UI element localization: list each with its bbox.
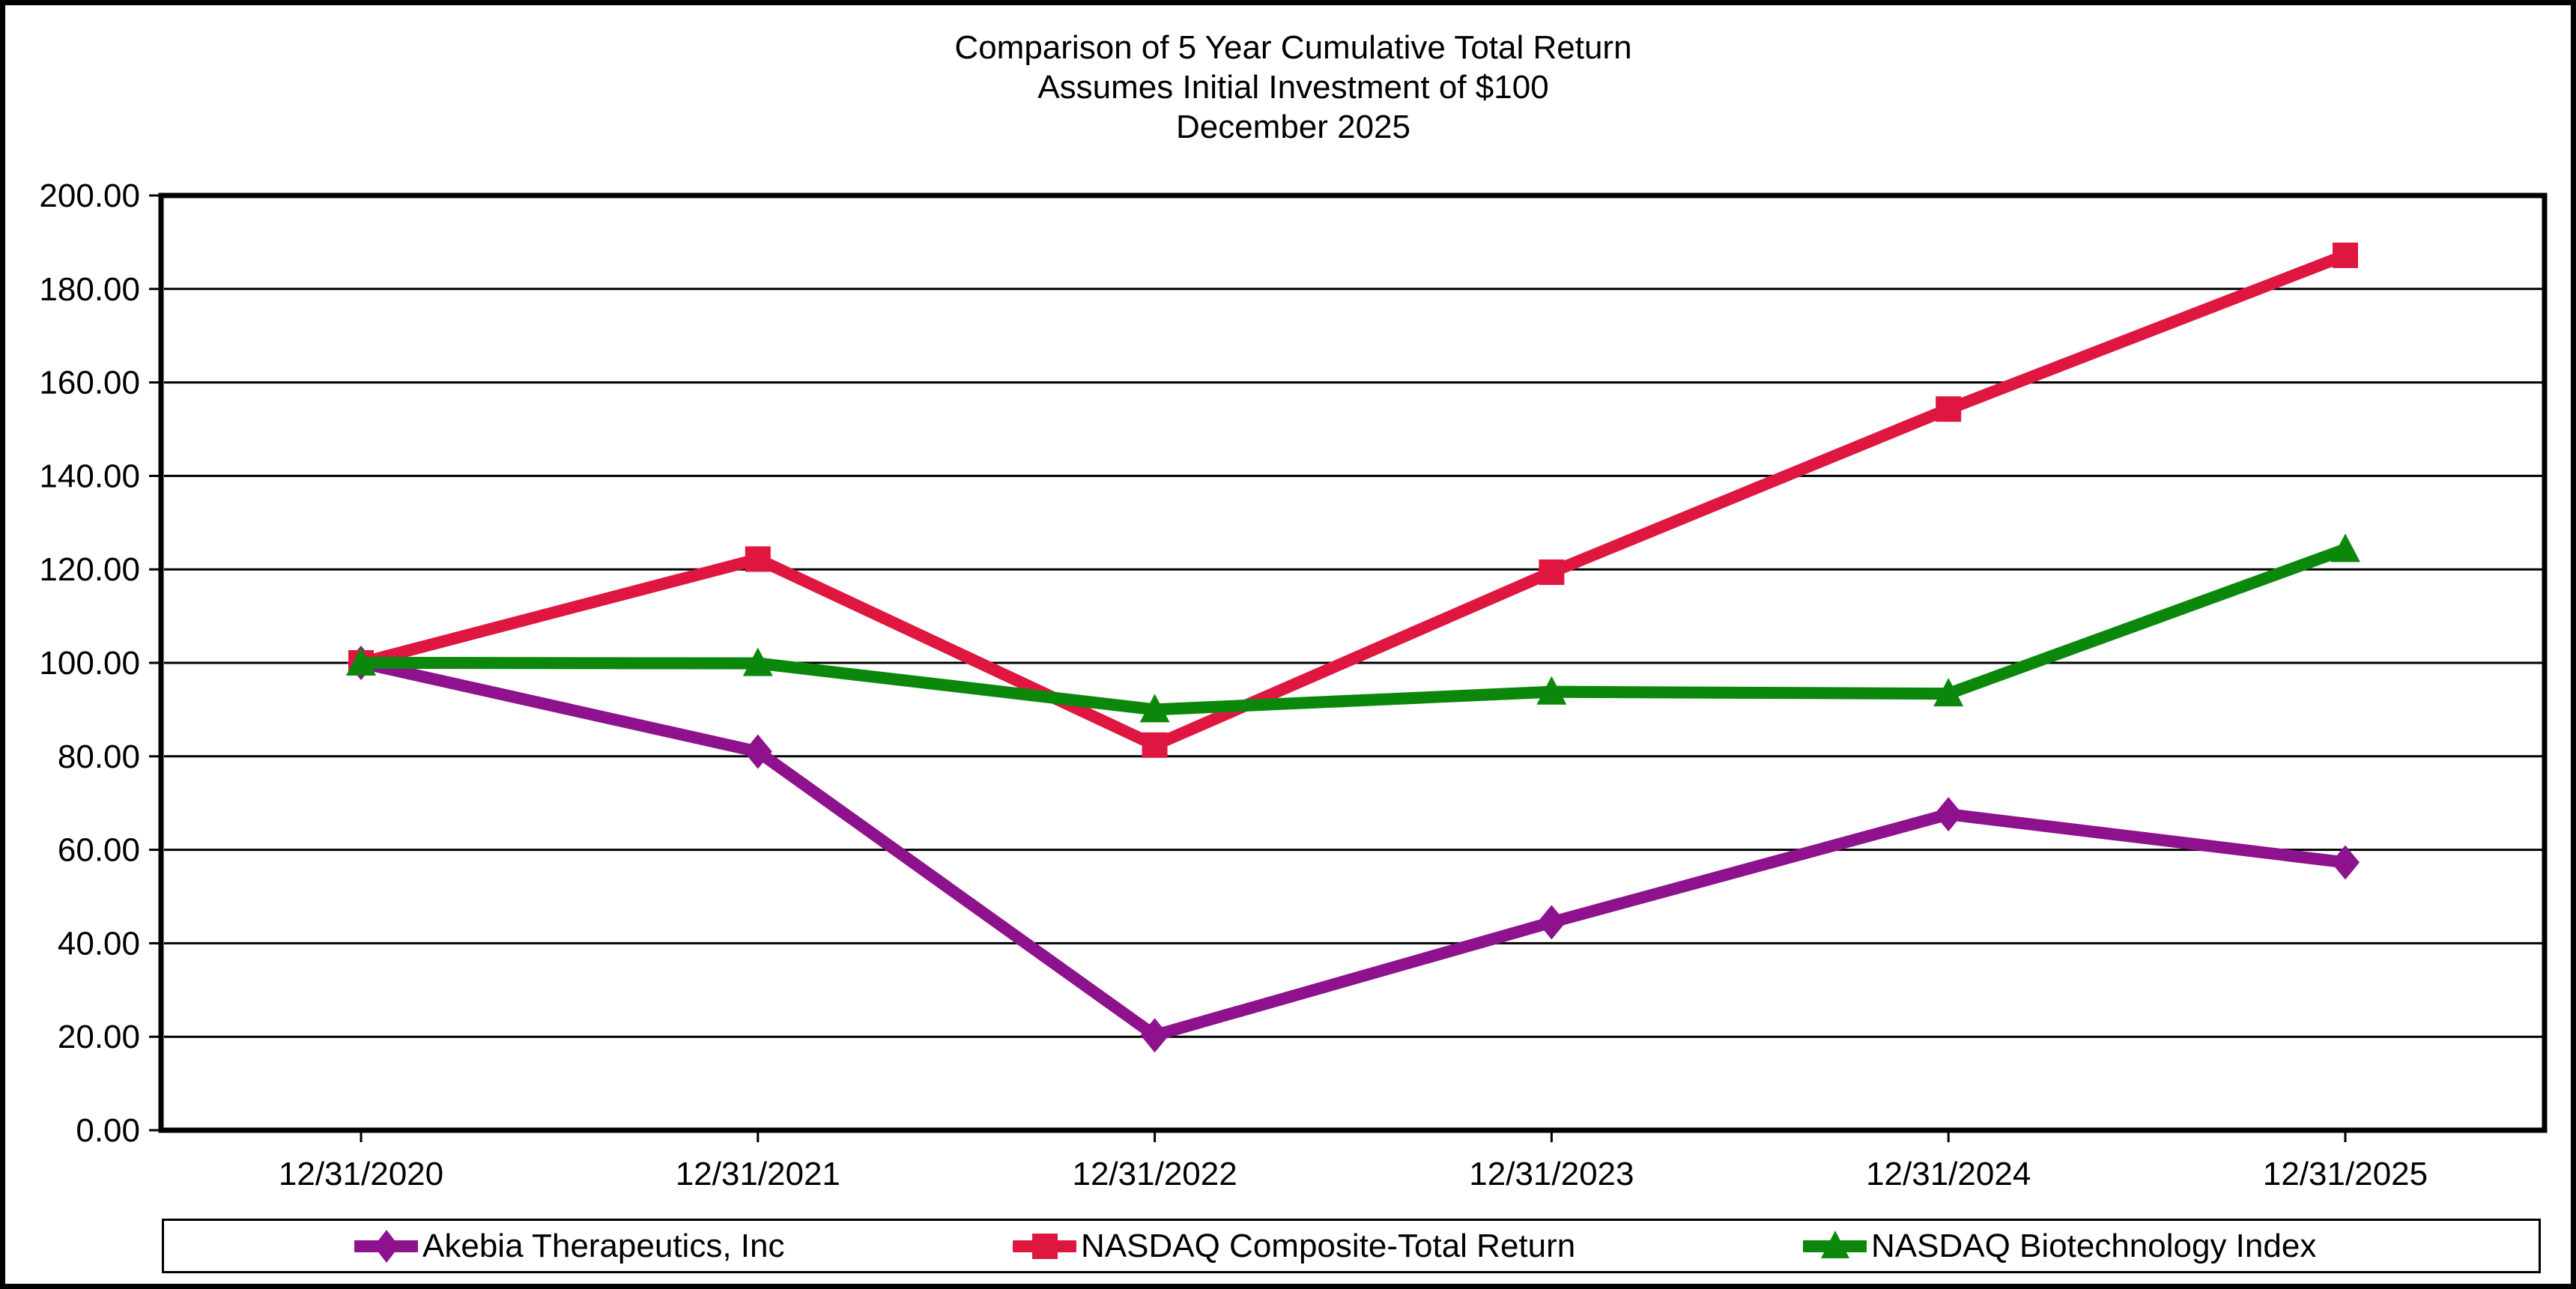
nasdaq-composite-square-marker-icon <box>1013 1233 1076 1259</box>
x-axis-label: 12/31/2022 <box>1072 1156 1237 1192</box>
chart-title-line-3: December 2025 <box>1175 109 1411 145</box>
series-akebia-therapeutics-inc-marker <box>743 734 772 769</box>
series-akebia-therapeutics-inc-line <box>360 657 2346 1043</box>
y-axis-label: 140.00 <box>39 458 140 494</box>
series-akebia-therapeutics-inc-marker <box>1140 1018 1169 1053</box>
y-axis-label: 120.00 <box>39 551 140 588</box>
series-nasdaq-composite-total-return-line <box>359 249 2348 752</box>
series-akebia-therapeutics-inc-marker <box>1537 905 1566 940</box>
y-axis-label: 80.00 <box>58 738 140 775</box>
chart-title-line-2: Assumes Initial Investment of $100 <box>1037 69 1549 106</box>
series-nasdaq-composite-total-return-marker <box>745 546 771 572</box>
chart-title: Comparison of 5 Year Cumulative Total Re… <box>5 28 2571 147</box>
y-axis-label: 100.00 <box>39 645 140 682</box>
legend-item-label: Akebia Therapeutics, Inc <box>422 1227 785 1264</box>
y-axis-label: 40.00 <box>58 925 140 962</box>
legend-item-nasdaq-biotech: NASDAQ Biotechnology Index <box>1803 1221 2316 1271</box>
y-axis-label: 60.00 <box>58 832 140 869</box>
legend-item-nasdaq-composite: NASDAQ Composite-Total Return <box>1013 1221 1575 1271</box>
series-nasdaq-biotechnology-index-marker <box>1933 678 1964 707</box>
series-nasdaq-biotechnology-index-marker <box>1139 694 1170 723</box>
series-nasdaq-biotechnology-index-marker <box>346 647 376 676</box>
x-axis-label: 12/31/2021 <box>676 1156 840 1192</box>
series-nasdaq-biotechnology-index-marker <box>2330 533 2360 562</box>
y-axis-label: 200.00 <box>39 178 140 214</box>
series-akebia-therapeutics-inc-marker <box>2331 845 2360 880</box>
series-nasdaq-composite-total-return-marker <box>1936 396 1962 422</box>
series-nasdaq-biotechnology-index-marker <box>1536 676 1567 705</box>
x-axis-label: 12/31/2020 <box>279 1156 443 1192</box>
legend-item-label: NASDAQ Biotechnology Index <box>1871 1227 2317 1264</box>
nasdaq-biotech-triangle-marker-icon <box>1803 1230 1867 1258</box>
series-nasdaq-composite-total-return-marker <box>2333 242 2358 268</box>
y-axis-label: 180.00 <box>39 271 140 308</box>
y-axis-label: 20.00 <box>58 1019 140 1055</box>
series-akebia-therapeutics-inc-marker <box>1934 797 1963 832</box>
y-axis-label: 0.00 <box>76 1112 140 1149</box>
legend-item-akebia: Akebia Therapeutics, Inc <box>354 1221 784 1271</box>
y-axis-label: 160.00 <box>39 365 140 401</box>
series-nasdaq-composite-total-return-marker <box>1539 559 1565 585</box>
series-nasdaq-composite-total-return-marker <box>1142 732 1168 758</box>
akebia-diamond-marker-icon <box>354 1229 418 1263</box>
x-axis-label: 12/31/2024 <box>1866 1156 2031 1192</box>
chart-title-line-1: Comparison of 5 Year Cumulative Total Re… <box>954 29 1632 66</box>
series-nasdaq-biotechnology-index-marker <box>742 647 773 676</box>
x-axis-label: 12/31/2025 <box>2263 1156 2428 1192</box>
x-axis-label: 12/31/2023 <box>1469 1156 1634 1192</box>
legend-item-label: NASDAQ Composite-Total Return <box>1081 1227 1576 1264</box>
legend: Akebia Therapeutics, Inc NASDAQ Composit… <box>162 1219 2541 1273</box>
series-nasdaq-biotechnology-index-line <box>360 543 2348 716</box>
plot-area: 0.00 20.00 40.00 60.00 80.00 100.00 120.00 140.… <box>39 178 2548 1192</box>
